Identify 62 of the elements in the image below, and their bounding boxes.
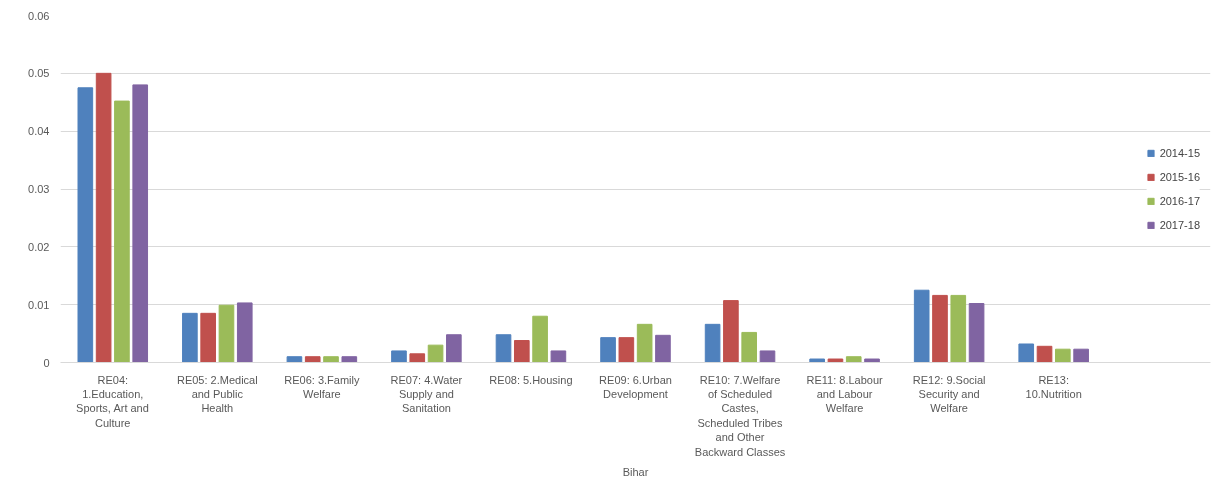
y-tick-label: 0.03 [28,183,50,195]
bar [513,340,530,363]
bar [704,323,721,363]
bar [723,300,739,363]
bar [77,87,94,363]
x-tick-label: RE12: 9.Social Security and Welfare [912,373,986,415]
legend-label: 2016-17 [1159,194,1200,207]
y-tick-label: 0.05 [28,67,50,80]
bar [741,331,758,363]
bar [950,294,967,363]
bar [200,312,216,363]
bar [532,315,548,363]
bar [114,100,130,363]
x-tick-label: RE06: 3.Family Welfare [284,373,360,400]
bar [236,302,253,363]
x-tick-label: RE11: 8.Labour and Labour Welfare [806,373,884,415]
bar [827,358,844,363]
bar [809,358,825,363]
x-axis-title: Bihar [622,465,649,478]
legend-label: 2014-15 [1159,146,1200,159]
y-tick-label: 0.01 [28,298,50,311]
y-tick-label: 0 [43,356,50,369]
bar [1055,348,1071,363]
x-tick-label: RE10: 7.Welfare of Scheduled Castes, Scheduled Tribes and Other Backward Classes [694,373,786,458]
bar [286,356,303,363]
bar [304,356,321,363]
bar [600,337,616,363]
bar [495,334,512,363]
x-tick-label: RE05: 2.Medical and Public Health [176,373,258,415]
bar [968,303,985,363]
bar [1073,348,1089,363]
y-tick-label: 0.02 [28,240,50,253]
bar [132,84,149,363]
bar [550,350,567,363]
bar [932,294,948,363]
bar [218,304,235,363]
bar [427,344,444,363]
x-tick-label: RE08: 5.Housing [489,373,573,386]
bar [845,356,862,363]
bar [341,356,358,363]
legend-label: 2017-18 [1159,218,1200,231]
x-tick-label: RE09: 6.Urban Development [599,373,672,400]
x-tick-label: RE13: 10.Nutrition [1025,373,1082,400]
bar [409,353,426,363]
bar [182,312,198,363]
x-tick-label: RE07: 4.Water Supply and Sanitation [390,373,463,415]
bar [913,289,930,363]
bar [759,350,776,363]
x-tick-label: RE04: 1.Education, Sports, Art and Culture [76,373,149,429]
bar [1018,343,1035,363]
bar [864,358,880,363]
bar [1036,345,1053,363]
bar [636,323,653,363]
bar [655,334,671,363]
bar [446,334,462,363]
bar [618,337,635,363]
bar [391,350,407,363]
y-tick-label: 0.04 [28,125,50,138]
bar [95,72,112,363]
legend-label: 2015-16 [1159,170,1200,183]
bar [323,356,339,363]
y-tick-label: 0.06 [28,9,50,22]
